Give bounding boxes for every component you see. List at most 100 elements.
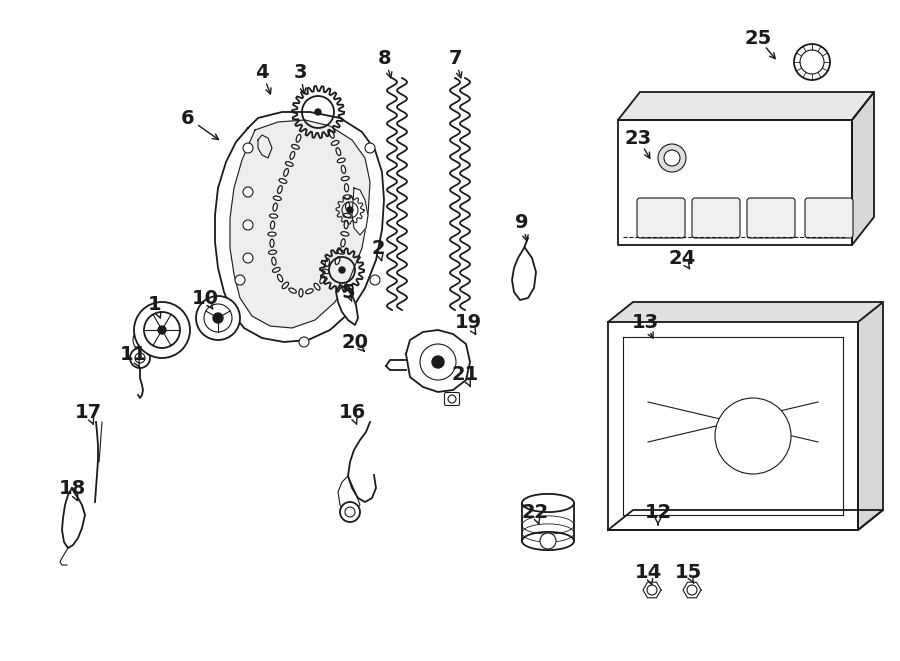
Ellipse shape — [292, 145, 300, 149]
Ellipse shape — [273, 268, 280, 272]
Text: 12: 12 — [644, 502, 671, 522]
Text: 17: 17 — [75, 403, 102, 422]
Ellipse shape — [522, 532, 574, 550]
Text: 3: 3 — [293, 63, 307, 81]
Text: 13: 13 — [632, 313, 659, 332]
Text: 8: 8 — [378, 48, 392, 67]
Ellipse shape — [272, 257, 276, 265]
Text: 22: 22 — [521, 502, 549, 522]
Ellipse shape — [296, 134, 301, 142]
Circle shape — [647, 585, 657, 595]
Ellipse shape — [325, 258, 329, 266]
Ellipse shape — [268, 232, 276, 236]
Ellipse shape — [341, 165, 346, 173]
Ellipse shape — [299, 289, 303, 297]
Ellipse shape — [341, 176, 349, 180]
Ellipse shape — [341, 239, 346, 247]
Circle shape — [800, 50, 824, 74]
Text: 21: 21 — [452, 366, 479, 385]
Circle shape — [196, 296, 240, 340]
Text: 6: 6 — [181, 108, 194, 128]
Text: 1: 1 — [148, 295, 162, 315]
Circle shape — [420, 344, 456, 380]
Circle shape — [243, 143, 253, 153]
Circle shape — [658, 144, 686, 172]
Circle shape — [299, 337, 309, 347]
Ellipse shape — [277, 186, 283, 194]
Circle shape — [432, 356, 444, 368]
Polygon shape — [336, 285, 358, 325]
Ellipse shape — [341, 232, 349, 236]
Circle shape — [664, 150, 680, 166]
Ellipse shape — [290, 151, 294, 159]
Circle shape — [345, 507, 355, 517]
Circle shape — [243, 187, 253, 197]
Circle shape — [365, 143, 375, 153]
Ellipse shape — [320, 276, 325, 284]
Polygon shape — [608, 510, 883, 530]
Ellipse shape — [344, 221, 348, 229]
Circle shape — [540, 533, 556, 549]
Ellipse shape — [343, 214, 351, 217]
Ellipse shape — [522, 494, 574, 512]
Circle shape — [794, 44, 830, 80]
Polygon shape — [683, 582, 701, 598]
Text: 18: 18 — [58, 479, 86, 498]
FancyBboxPatch shape — [692, 198, 740, 238]
Text: 5: 5 — [341, 282, 355, 301]
Ellipse shape — [343, 195, 351, 199]
Polygon shape — [618, 92, 874, 120]
Text: 2: 2 — [371, 239, 385, 258]
Ellipse shape — [268, 250, 276, 254]
Text: 11: 11 — [120, 346, 147, 364]
Ellipse shape — [279, 178, 287, 183]
Circle shape — [235, 275, 245, 285]
Text: 9: 9 — [515, 212, 529, 231]
Ellipse shape — [283, 282, 289, 289]
Circle shape — [315, 109, 321, 115]
Circle shape — [135, 353, 145, 363]
Bar — [522, 503, 574, 541]
Circle shape — [243, 253, 253, 263]
Ellipse shape — [321, 269, 329, 274]
Text: 23: 23 — [625, 128, 652, 147]
Circle shape — [134, 302, 190, 358]
Ellipse shape — [270, 239, 274, 247]
Circle shape — [213, 313, 223, 323]
Polygon shape — [406, 330, 470, 392]
Text: 25: 25 — [744, 28, 771, 48]
Ellipse shape — [306, 289, 313, 293]
Circle shape — [243, 220, 253, 230]
Circle shape — [340, 502, 360, 522]
Ellipse shape — [345, 184, 348, 192]
Circle shape — [448, 395, 456, 403]
Text: 4: 4 — [256, 63, 269, 81]
Text: 24: 24 — [669, 249, 696, 268]
Text: 15: 15 — [674, 563, 702, 582]
Polygon shape — [852, 92, 874, 245]
Circle shape — [158, 326, 166, 334]
Text: 16: 16 — [338, 403, 365, 422]
Ellipse shape — [338, 158, 346, 163]
Ellipse shape — [329, 130, 334, 138]
Ellipse shape — [284, 169, 288, 176]
Circle shape — [715, 398, 791, 474]
Ellipse shape — [336, 148, 341, 155]
Polygon shape — [352, 188, 368, 235]
Circle shape — [347, 207, 353, 213]
Ellipse shape — [277, 274, 283, 282]
Circle shape — [687, 585, 697, 595]
Polygon shape — [215, 112, 384, 342]
Ellipse shape — [271, 221, 274, 229]
Polygon shape — [618, 120, 852, 245]
Circle shape — [130, 348, 150, 368]
FancyBboxPatch shape — [445, 393, 460, 405]
Circle shape — [370, 275, 380, 285]
Circle shape — [339, 267, 345, 273]
Ellipse shape — [335, 256, 340, 264]
Text: 19: 19 — [454, 313, 482, 332]
Ellipse shape — [273, 203, 277, 211]
Circle shape — [133, 328, 157, 352]
Polygon shape — [608, 322, 858, 530]
Circle shape — [144, 312, 180, 348]
